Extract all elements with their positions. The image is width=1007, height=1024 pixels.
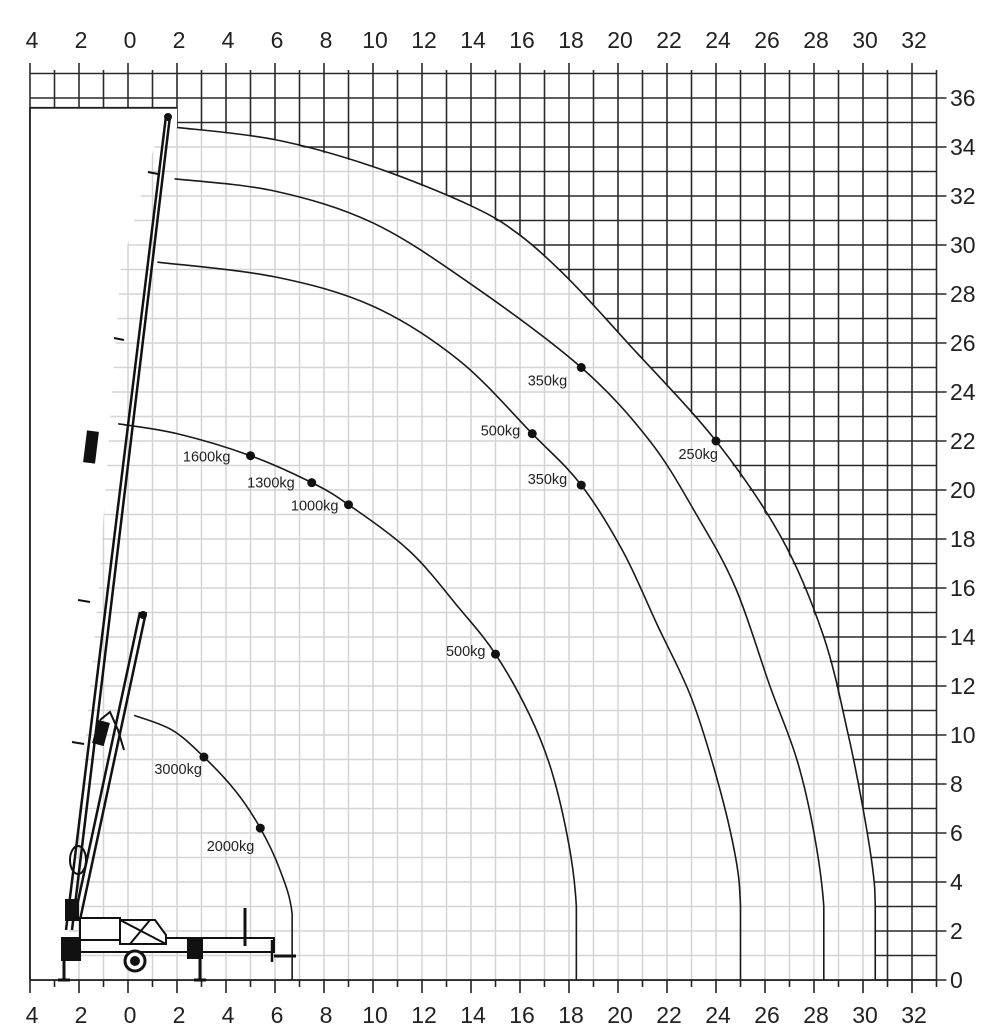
load-point-label: 500kg — [481, 424, 521, 440]
main-boom — [64, 113, 172, 931]
y-tick-label: 34 — [950, 134, 976, 160]
load-point-marker — [199, 752, 209, 762]
load-point-label: 350kg — [528, 374, 568, 390]
x-tick-label-top: 26 — [754, 27, 780, 53]
x-tick-label-top: 20 — [607, 27, 633, 53]
load-point-marker — [255, 823, 265, 833]
load-point-label: 250kg — [678, 447, 718, 463]
y-tick-label: 16 — [950, 575, 976, 601]
x-tick-label-bottom: 20 — [607, 1002, 633, 1024]
load-point-marker — [246, 451, 255, 461]
x-tick-label-top: 2 — [173, 27, 186, 53]
load-point-label: 1300kg — [247, 476, 295, 492]
y-tick-label: 28 — [950, 281, 976, 307]
x-tick-label-top: 14 — [460, 27, 486, 53]
load-curve-5 — [133, 714, 293, 980]
x-tick-label-bottom: 28 — [803, 1002, 829, 1024]
x-tick-label-bottom: 4 — [26, 1002, 39, 1024]
y-tick-label: 12 — [950, 673, 976, 699]
x-tick-label-bottom: 2 — [173, 1002, 186, 1024]
load-curve-1 — [176, 126, 877, 980]
x-axis-top-labels: 4 2 0 2 4 6 8 10 12 14 16 18 20 22 24 26 28 30 32 — [26, 27, 927, 53]
y-tick-label: 0 — [950, 967, 963, 993]
x-tick-label-bottom: 14 — [460, 1002, 486, 1024]
working-area-background — [30, 107, 876, 981]
x-tick-label-bottom: 32 — [901, 1002, 927, 1024]
y-tick-label: 2 — [950, 918, 963, 944]
x-tick-label-top: 10 — [362, 27, 388, 53]
x-tick-label-bottom: 4 — [222, 1002, 235, 1024]
x-tick-label-bottom: 2 — [75, 1002, 88, 1024]
load-point-label: 500kg — [446, 644, 486, 660]
x-tick-label-top: 6 — [271, 27, 284, 53]
x-tick-label-top: 8 — [320, 27, 333, 53]
x-tick-label-bottom: 6 — [271, 1002, 284, 1024]
load-point-label: 1600kg — [183, 450, 231, 466]
crane-truck-illustration — [58, 113, 296, 982]
y-tick-label: 10 — [950, 722, 976, 748]
y-tick-label: 14 — [950, 624, 976, 650]
y-tick-label: 26 — [950, 330, 976, 356]
x-tick-label-top: 28 — [803, 27, 829, 53]
x-tick-label-bottom: 8 — [320, 1002, 333, 1024]
x-tick-label-top: 22 — [656, 27, 682, 53]
load-point-marker — [576, 363, 586, 372]
x-tick-label-bottom: 18 — [558, 1002, 584, 1024]
y-tick-label: 36 — [950, 85, 976, 111]
x-tick-label-bottom: 22 — [656, 1002, 682, 1024]
load-points: 350kg 250kg 500kg 350kg 1600kg 1300kg 1000kg 50… — [154, 363, 721, 855]
x-tick-label-top: 24 — [705, 27, 731, 53]
x-tick-label-top: 32 — [901, 27, 927, 53]
y-tick-label: 30 — [950, 232, 976, 258]
load-point-marker — [711, 436, 721, 446]
y-tick-label: 20 — [950, 477, 976, 503]
y-tick-label: 24 — [950, 379, 976, 405]
x-tick-label-top: 4 — [26, 27, 39, 53]
y-tick-label: 32 — [950, 183, 976, 209]
jib-boom — [69, 611, 148, 921]
load-curves — [118, 126, 877, 980]
x-tick-label-top: 30 — [852, 27, 878, 53]
load-point-marker — [307, 478, 317, 488]
y-tick-label: 18 — [950, 526, 976, 552]
truck-chassis — [58, 899, 296, 982]
load-point-marker — [576, 480, 586, 490]
y-tick-label: 8 — [950, 771, 963, 797]
x-tick-label-top: 12 — [411, 27, 437, 53]
x-tick-label-bottom: 12 — [411, 1002, 437, 1024]
y-tick-label: 4 — [950, 869, 963, 895]
x-axis-bottom-labels: 4 2 0 2 4 6 8 10 12 14 16 18 20 22 24 26 28 30 32 — [26, 1002, 927, 1024]
load-point-label: 3000kg — [154, 762, 202, 778]
x-tick-label-bottom: 0 — [124, 1002, 137, 1024]
load-point-label: 2000kg — [207, 839, 255, 855]
y-tick-label: 6 — [950, 820, 963, 846]
x-tick-label-bottom: 30 — [852, 1002, 878, 1024]
x-tick-label-top: 4 — [222, 27, 235, 53]
load-curve-2 — [174, 178, 825, 980]
x-tick-label-top: 0 — [124, 27, 137, 53]
load-curve-3 — [157, 261, 742, 980]
load-point-marker — [344, 500, 353, 510]
x-tick-label-top: 16 — [509, 27, 535, 53]
x-tick-label-bottom: 10 — [362, 1002, 388, 1024]
x-tick-label-top: 18 — [558, 27, 584, 53]
x-tick-label-bottom: 16 — [509, 1002, 535, 1024]
axis-frame — [29, 106, 938, 993]
load-point-label: 1000kg — [291, 499, 339, 515]
wheel — [123, 949, 147, 973]
load-point-label: 350kg — [528, 472, 568, 488]
x-tick-label-top: 2 — [75, 27, 88, 53]
load-point-marker — [491, 649, 500, 659]
load-point-marker — [527, 429, 537, 439]
x-tick-label-bottom: 24 — [705, 1002, 731, 1024]
x-tick-label-bottom: 26 — [754, 1002, 780, 1024]
y-tick-label: 22 — [950, 428, 976, 454]
